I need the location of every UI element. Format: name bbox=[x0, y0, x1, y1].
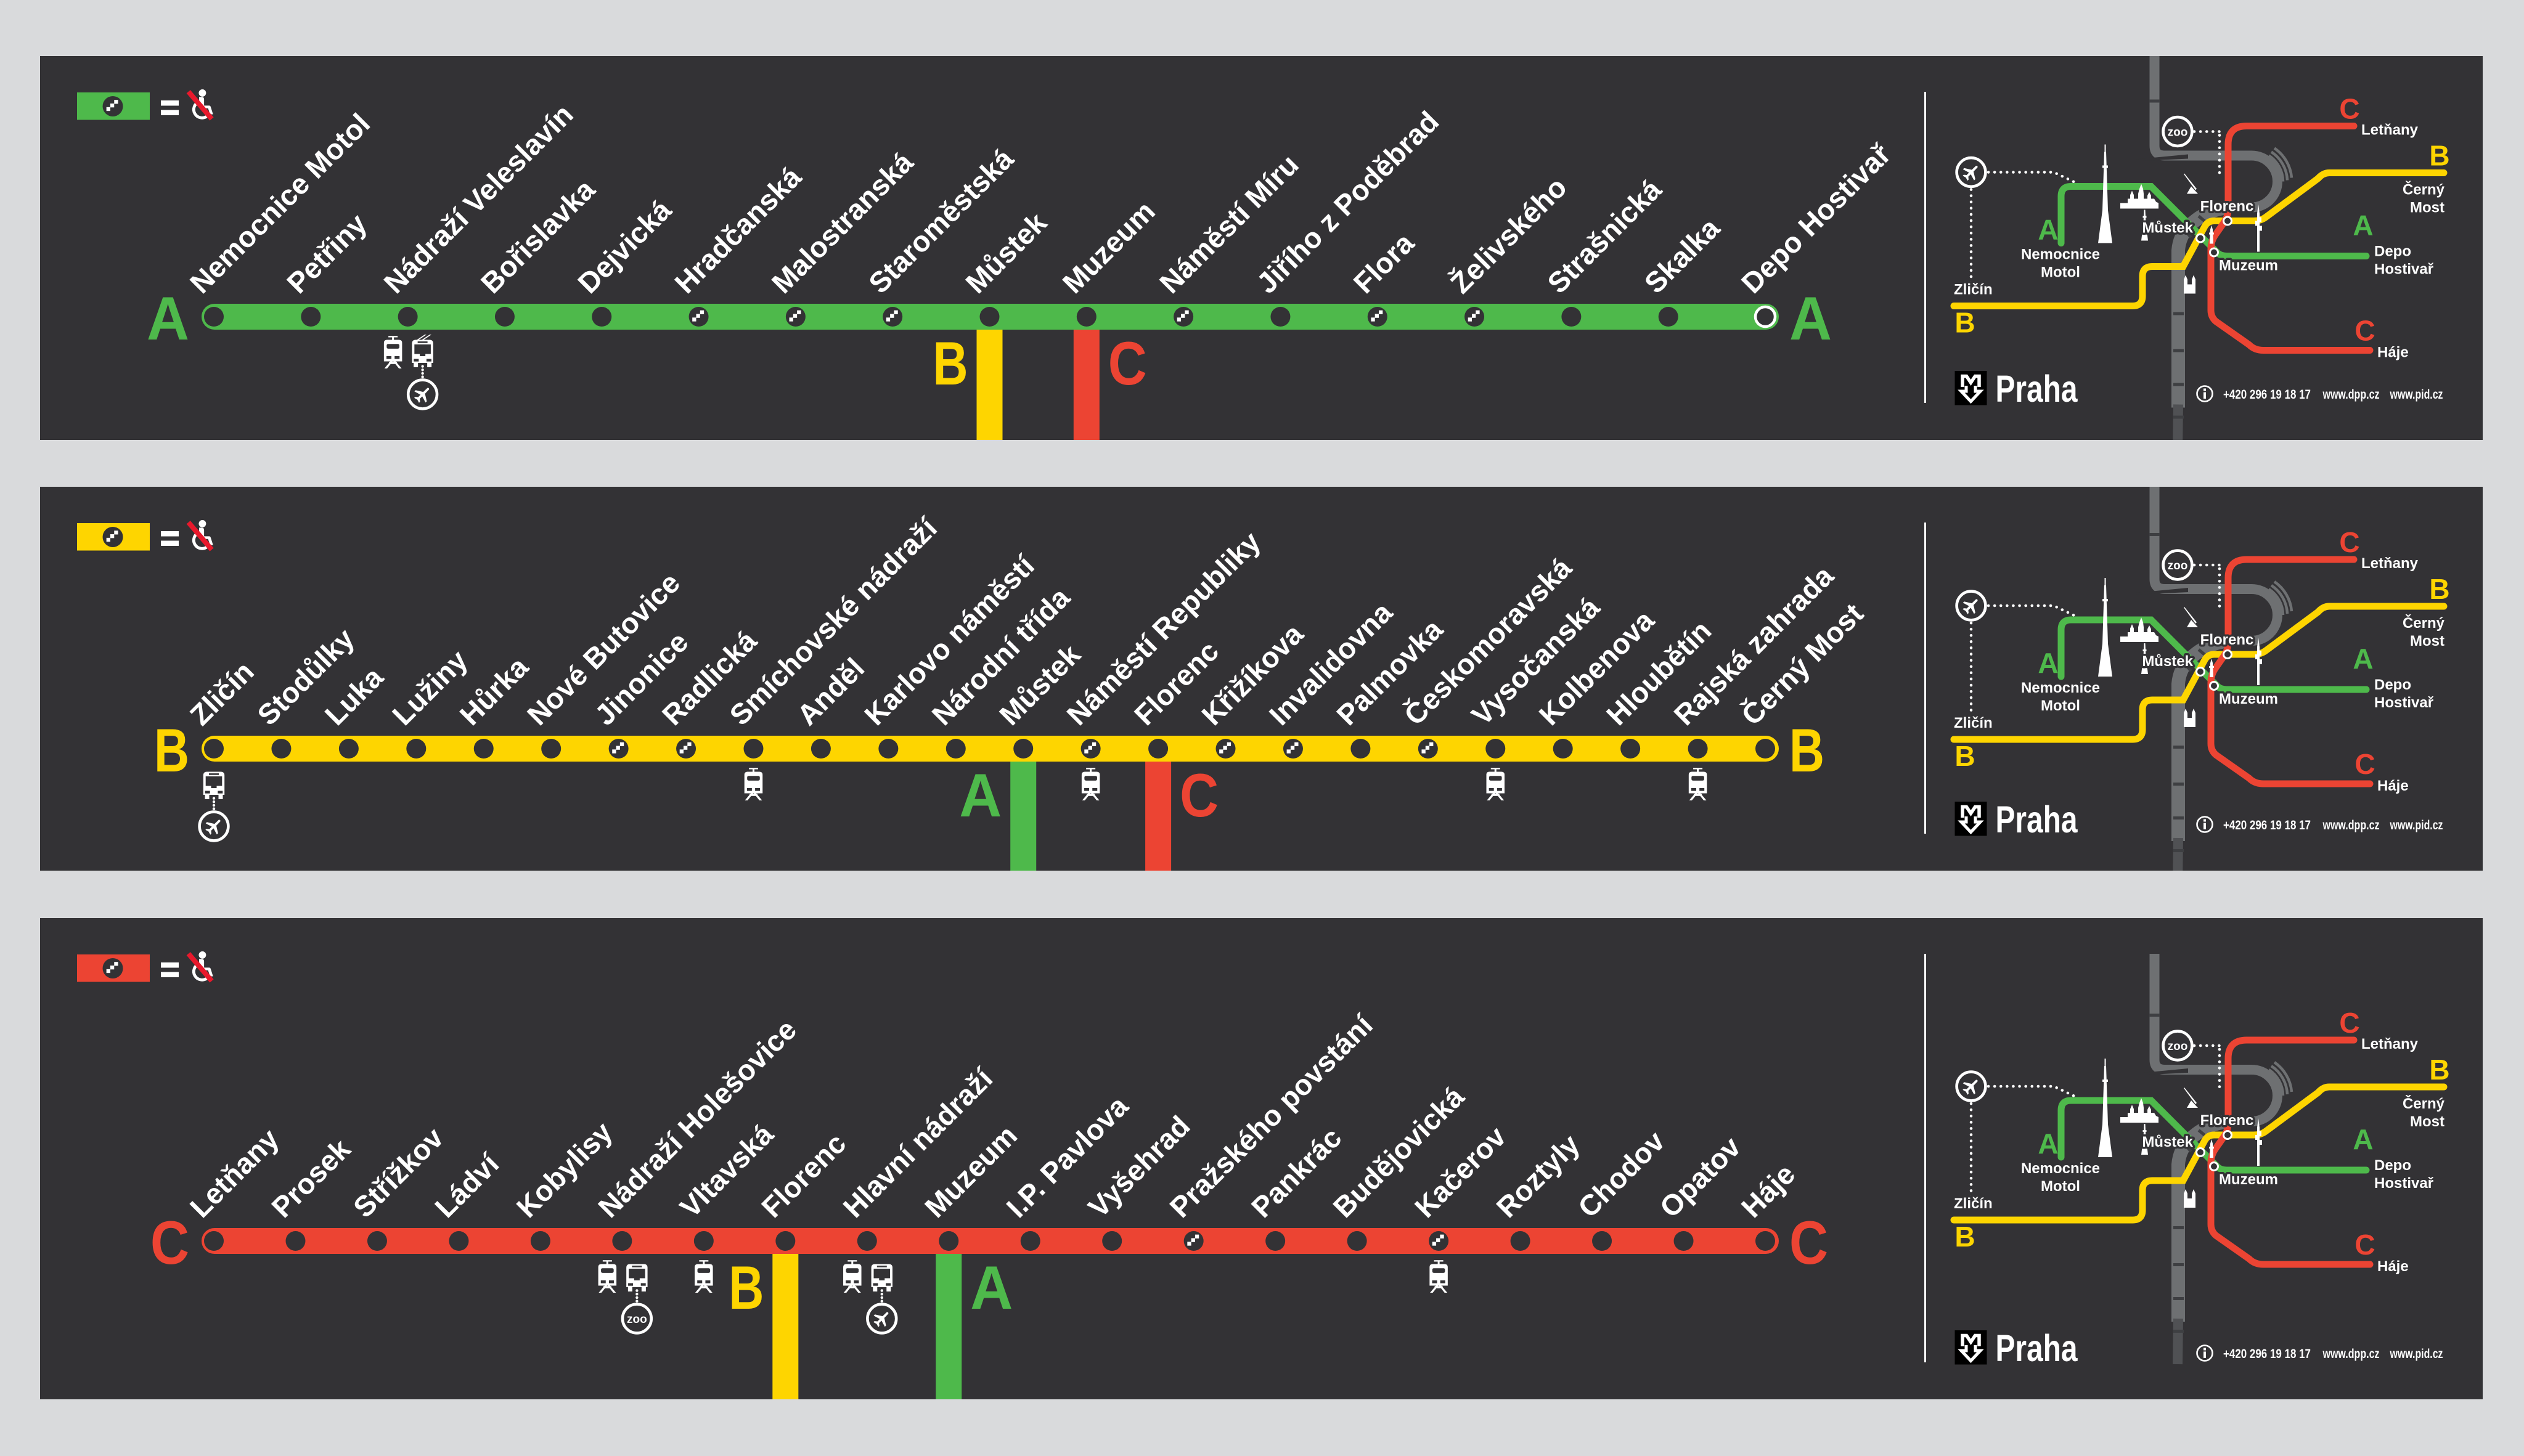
svg-text:www.dpp.cz: www.dpp.cz bbox=[2322, 388, 2380, 402]
svg-text:A: A bbox=[970, 1253, 1013, 1322]
svg-text:+420 296 19 18 17: +420 296 19 18 17 bbox=[2223, 1347, 2311, 1361]
svg-text:+420 296 19 18 17: +420 296 19 18 17 bbox=[2223, 818, 2311, 832]
svg-text:B: B bbox=[154, 716, 189, 784]
svg-text:www.pid.cz: www.pid.cz bbox=[2390, 1347, 2443, 1361]
svg-text:Praha: Praha bbox=[1996, 368, 2078, 410]
svg-text:+420 296 19 18 17: +420 296 19 18 17 bbox=[2223, 388, 2311, 402]
svg-text:www.pid.cz: www.pid.cz bbox=[2390, 388, 2443, 402]
svg-text:C: C bbox=[1108, 329, 1147, 397]
svg-text:B: B bbox=[1789, 716, 1824, 784]
svg-text:www.pid.cz: www.pid.cz bbox=[2390, 818, 2443, 832]
svg-text:www.dpp.cz: www.dpp.cz bbox=[2322, 1347, 2380, 1361]
svg-text:Praha: Praha bbox=[1996, 799, 2078, 840]
svg-text:A: A bbox=[147, 284, 189, 352]
svg-text:A: A bbox=[959, 761, 1002, 829]
svg-text:B: B bbox=[729, 1253, 764, 1322]
svg-text:B: B bbox=[933, 329, 968, 397]
svg-text:A: A bbox=[1789, 284, 1832, 352]
svg-text:C: C bbox=[1789, 1208, 1828, 1277]
svg-text:Praha: Praha bbox=[1996, 1327, 2078, 1369]
svg-text:www.dpp.cz: www.dpp.cz bbox=[2322, 818, 2380, 832]
svg-text:C: C bbox=[150, 1208, 189, 1277]
svg-text:C: C bbox=[1180, 761, 1219, 829]
